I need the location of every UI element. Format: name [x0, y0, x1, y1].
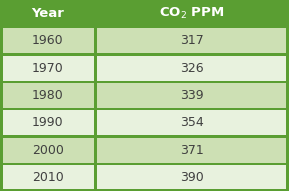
Text: 371: 371 [180, 144, 204, 157]
Text: 1990: 1990 [32, 116, 64, 129]
Text: 1970: 1970 [32, 62, 64, 75]
Bar [97, 2, 286, 26]
Text: 1980: 1980 [32, 89, 64, 102]
Bar [3, 83, 94, 108]
Bar [3, 28, 94, 53]
Bar [97, 165, 286, 189]
Bar [97, 83, 286, 108]
Bar [3, 138, 94, 163]
Bar [3, 165, 94, 189]
Text: 390: 390 [180, 171, 204, 184]
Bar [97, 138, 286, 163]
Text: 354: 354 [180, 116, 204, 129]
Text: 2000: 2000 [32, 144, 64, 157]
Text: 339: 339 [180, 89, 204, 102]
Bar [97, 28, 286, 53]
Text: Year: Year [31, 7, 64, 20]
Text: CO$_2$ PPM: CO$_2$ PPM [160, 6, 225, 21]
Bar [3, 56, 94, 81]
Text: 1960: 1960 [32, 34, 64, 47]
Text: 326: 326 [180, 62, 204, 75]
Bar [97, 56, 286, 81]
Bar [3, 110, 94, 135]
Bar [97, 110, 286, 135]
Text: 2010: 2010 [32, 171, 64, 184]
Bar [3, 2, 94, 26]
Text: 317: 317 [180, 34, 204, 47]
